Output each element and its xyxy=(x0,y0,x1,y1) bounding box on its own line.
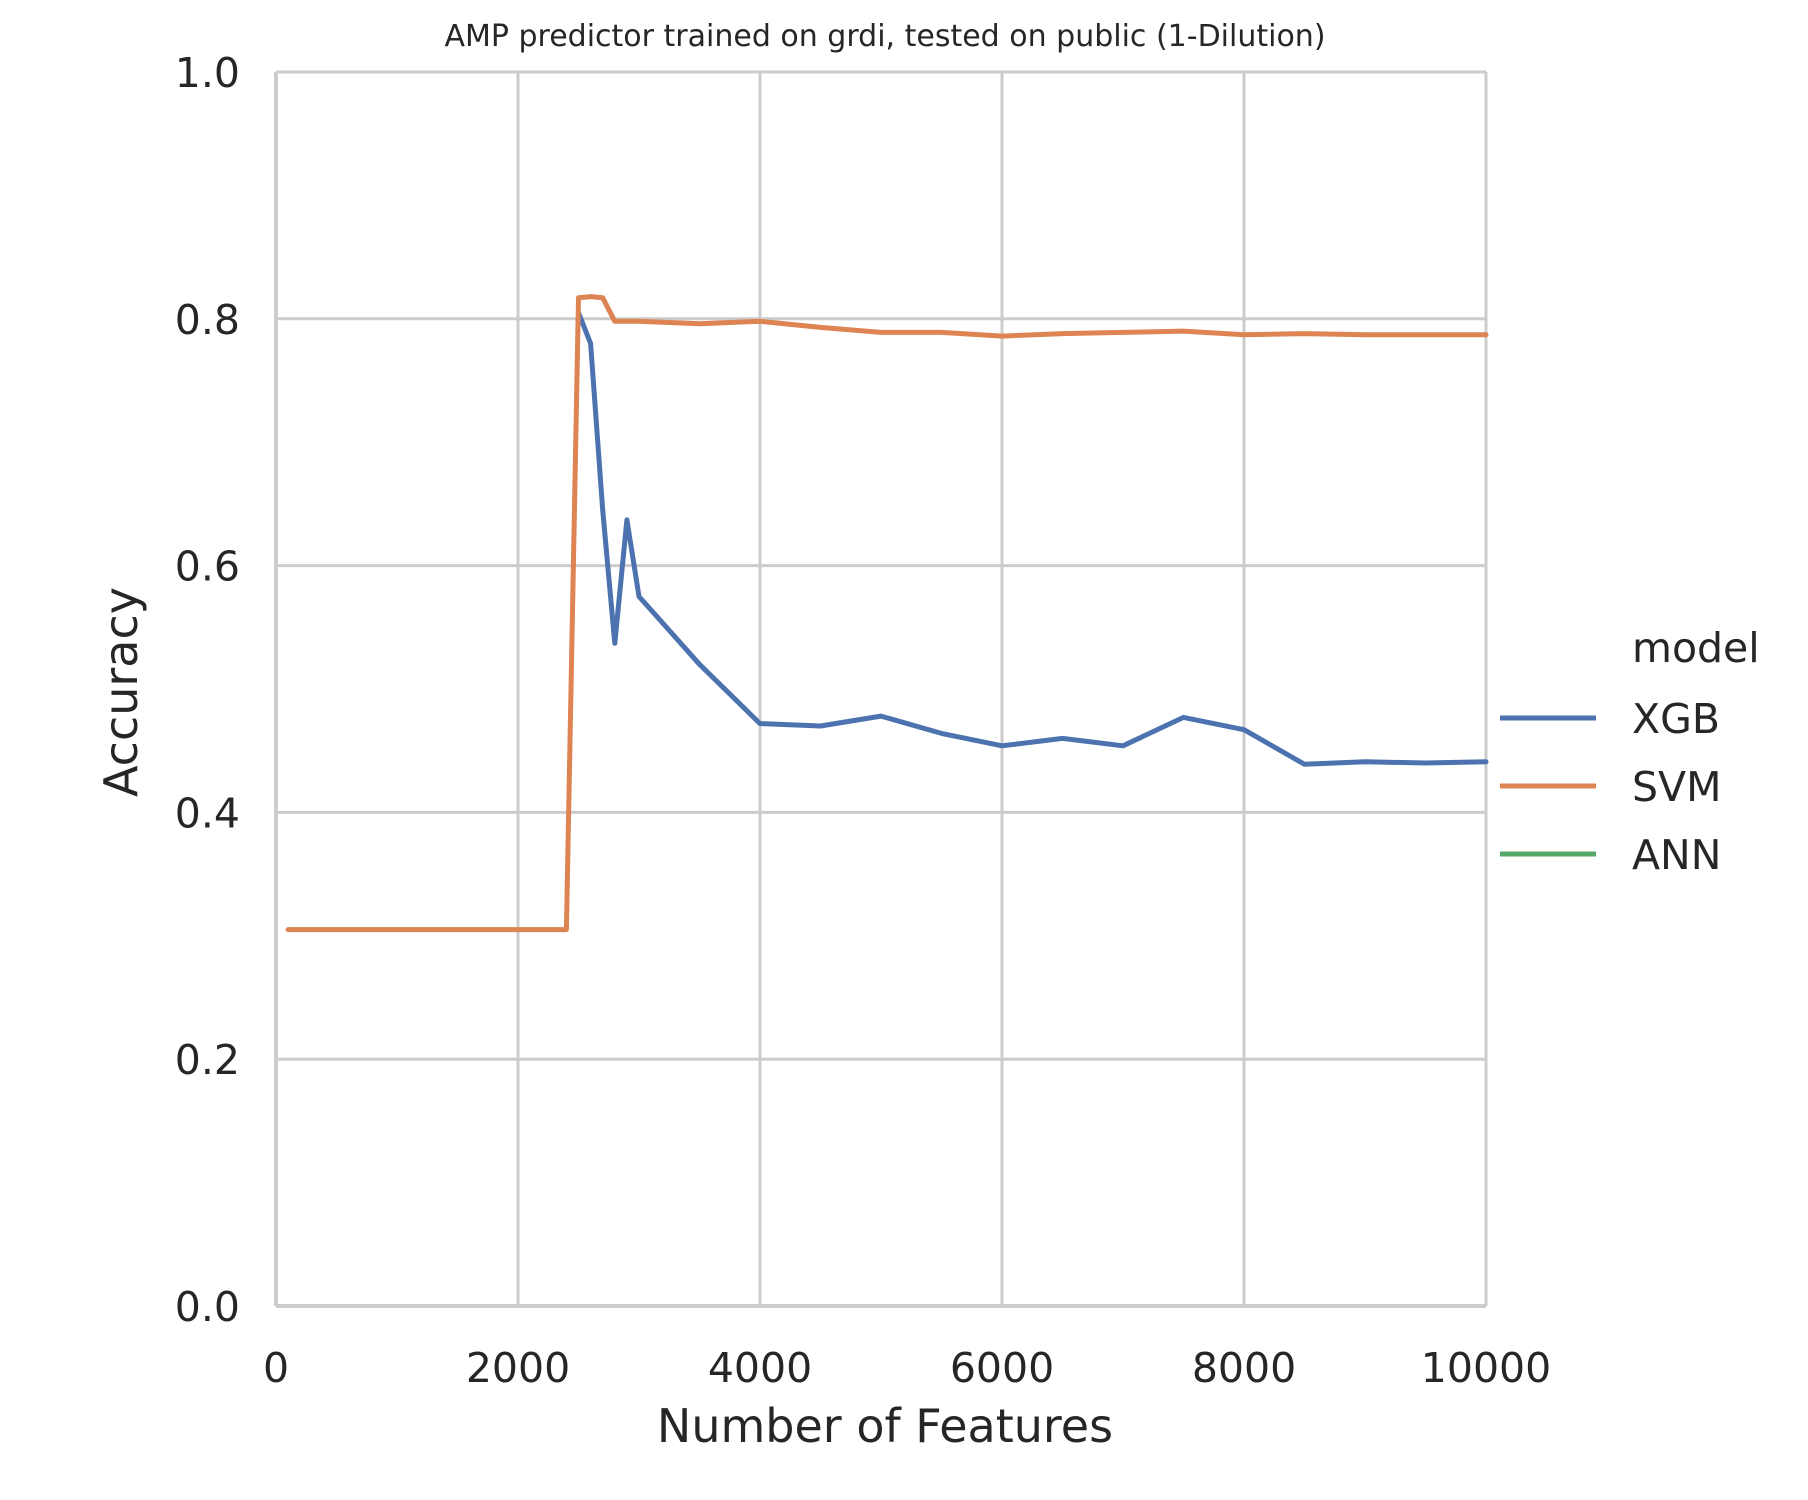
legend-label-xgb: XGB xyxy=(1632,695,1720,743)
x-tick-label: 4000 xyxy=(708,1344,812,1392)
axes xyxy=(274,72,1486,1308)
y-tick-label: 0.2 xyxy=(175,1036,240,1084)
legend-label-ann: ANN xyxy=(1632,831,1721,879)
y-tick-label: 0.8 xyxy=(175,296,240,344)
grid xyxy=(274,70,1488,1308)
x-tick-label: 2000 xyxy=(466,1344,570,1392)
legend-title: model xyxy=(1632,624,1760,672)
chart-title: AMP predictor trained on grdi, tested on… xyxy=(444,19,1325,54)
plot-lines xyxy=(285,294,1489,933)
series-line-svm xyxy=(285,294,1489,933)
legend: model XGB SVM ANN xyxy=(1500,624,1760,879)
y-tick-label: 0.4 xyxy=(175,789,240,837)
x-tick-label: 10000 xyxy=(1421,1344,1551,1392)
y-tick-labels: 0.0 0.2 0.4 0.6 0.8 1.0 xyxy=(175,49,240,1331)
x-axis-label: Number of Features xyxy=(657,1399,1113,1453)
y-tick-label: 0.6 xyxy=(175,543,240,591)
legend-label-svm: SVM xyxy=(1632,763,1721,811)
series-line-xgb xyxy=(576,310,1489,767)
x-tick-labels: 0 2000 4000 6000 8000 10000 xyxy=(263,1344,1551,1392)
y-tick-label: 1.0 xyxy=(175,49,240,97)
y-tick-label: 0.0 xyxy=(175,1283,240,1331)
x-tick-label: 8000 xyxy=(1192,1344,1296,1392)
x-tick-label: 0 xyxy=(263,1344,289,1392)
x-tick-label: 6000 xyxy=(950,1344,1054,1392)
y-axis-label: Accuracy xyxy=(94,587,148,797)
